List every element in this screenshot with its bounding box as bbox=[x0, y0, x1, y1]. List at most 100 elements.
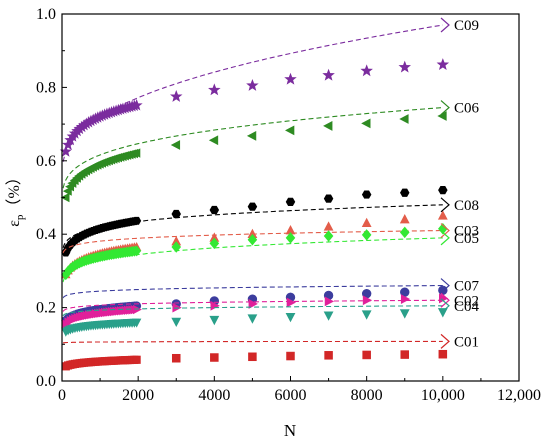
data-point bbox=[284, 72, 297, 85]
data-point bbox=[60, 192, 70, 203]
series-label: C07 bbox=[454, 279, 480, 295]
data-point bbox=[362, 350, 371, 360]
callout-bracket bbox=[440, 197, 450, 213]
data-point bbox=[323, 194, 334, 203]
callout-bracket bbox=[440, 292, 450, 308]
data-point bbox=[436, 58, 450, 70]
series-label: C09 bbox=[454, 18, 479, 34]
data-point bbox=[361, 217, 372, 228]
data-point bbox=[323, 311, 334, 321]
data-point bbox=[361, 118, 371, 129]
y-axis-label: εp（%） bbox=[5, 169, 26, 227]
data-point bbox=[247, 202, 258, 211]
data-point bbox=[323, 221, 334, 231]
callout-bracket bbox=[440, 230, 450, 246]
x-tick-label: 0 bbox=[58, 387, 66, 404]
data-point bbox=[132, 304, 142, 315]
series-label: C06 bbox=[454, 101, 480, 117]
x-tick-label: 8000 bbox=[351, 387, 383, 404]
callout-bracket bbox=[440, 333, 450, 349]
data-point bbox=[209, 205, 220, 215]
data-point bbox=[438, 186, 448, 195]
data-point bbox=[248, 352, 257, 362]
y-axis-label-text: εp（%） bbox=[5, 169, 26, 227]
data-point bbox=[130, 99, 143, 111]
data-point bbox=[248, 299, 258, 309]
data-point bbox=[437, 210, 448, 220]
data-point bbox=[361, 310, 372, 320]
data-point bbox=[399, 226, 410, 239]
data-point bbox=[362, 295, 373, 306]
y-axis-unit: （%） bbox=[5, 169, 23, 214]
data-point bbox=[399, 114, 409, 124]
data-point bbox=[285, 232, 296, 244]
data-point bbox=[171, 241, 182, 253]
data-point bbox=[399, 309, 410, 319]
data-point bbox=[247, 314, 258, 324]
data-point bbox=[360, 64, 373, 77]
data-point bbox=[131, 318, 142, 328]
data-point bbox=[171, 317, 182, 328]
data-point bbox=[208, 83, 221, 96]
data-point bbox=[208, 135, 219, 146]
callout-bracket bbox=[440, 298, 450, 314]
y-tick-label: 1.0 bbox=[36, 6, 56, 23]
x-axis-label: N bbox=[284, 421, 296, 440]
data-point bbox=[400, 294, 411, 305]
data-point bbox=[209, 237, 220, 250]
data-point bbox=[286, 297, 296, 308]
series-label: C05 bbox=[454, 231, 479, 247]
data-point bbox=[400, 188, 410, 197]
data-point bbox=[171, 209, 181, 219]
callout-bracket bbox=[440, 223, 450, 238]
x-tick-label: 6000 bbox=[275, 387, 307, 404]
fit-curve bbox=[62, 285, 443, 299]
data-point bbox=[324, 296, 335, 307]
fit-curve bbox=[62, 24, 443, 162]
data-point bbox=[286, 351, 295, 361]
fit-curve bbox=[62, 107, 443, 189]
y-axis-subscript: p bbox=[14, 214, 26, 220]
x-tick-label: 2000 bbox=[122, 387, 154, 404]
data-point bbox=[324, 351, 333, 360]
x-tick-label: 12,000 bbox=[497, 387, 541, 404]
data-point bbox=[170, 140, 181, 150]
series-label: C04 bbox=[454, 299, 480, 315]
data-point bbox=[132, 245, 142, 257]
data-point bbox=[171, 353, 181, 363]
fit-curve bbox=[62, 204, 443, 249]
series-label: C01 bbox=[454, 334, 479, 350]
data-point bbox=[131, 148, 141, 158]
data-point bbox=[399, 214, 410, 224]
data-point bbox=[400, 350, 410, 359]
data-point bbox=[322, 68, 335, 81]
fit-curve bbox=[62, 305, 443, 317]
y-tick-label: 0.4 bbox=[36, 226, 56, 243]
data-point bbox=[132, 216, 142, 225]
data-point bbox=[438, 349, 448, 359]
data-point bbox=[285, 125, 295, 136]
x-tick-label: 10,000 bbox=[421, 387, 465, 404]
y-tick-label: 0.8 bbox=[36, 79, 56, 96]
data-point bbox=[285, 197, 296, 207]
data-point bbox=[437, 308, 448, 318]
series-label: C08 bbox=[454, 198, 479, 214]
data-point bbox=[323, 230, 334, 242]
y-tick-label: 0.2 bbox=[36, 300, 56, 317]
series-label: C03 bbox=[454, 224, 479, 240]
data-point bbox=[285, 312, 296, 323]
data-point bbox=[246, 130, 257, 141]
data-point bbox=[247, 233, 258, 246]
data-point bbox=[323, 121, 333, 131]
y-tick-label: 0.6 bbox=[36, 153, 56, 170]
series-label: C02 bbox=[454, 293, 479, 309]
data-point bbox=[361, 190, 372, 199]
data-point bbox=[62, 186, 72, 196]
data-point bbox=[246, 78, 259, 91]
y-axis-symbol: ε bbox=[6, 220, 23, 227]
callout-bracket bbox=[440, 17, 450, 33]
callout-bracket bbox=[440, 278, 450, 294]
data-point bbox=[170, 90, 183, 102]
data-point bbox=[361, 229, 372, 241]
